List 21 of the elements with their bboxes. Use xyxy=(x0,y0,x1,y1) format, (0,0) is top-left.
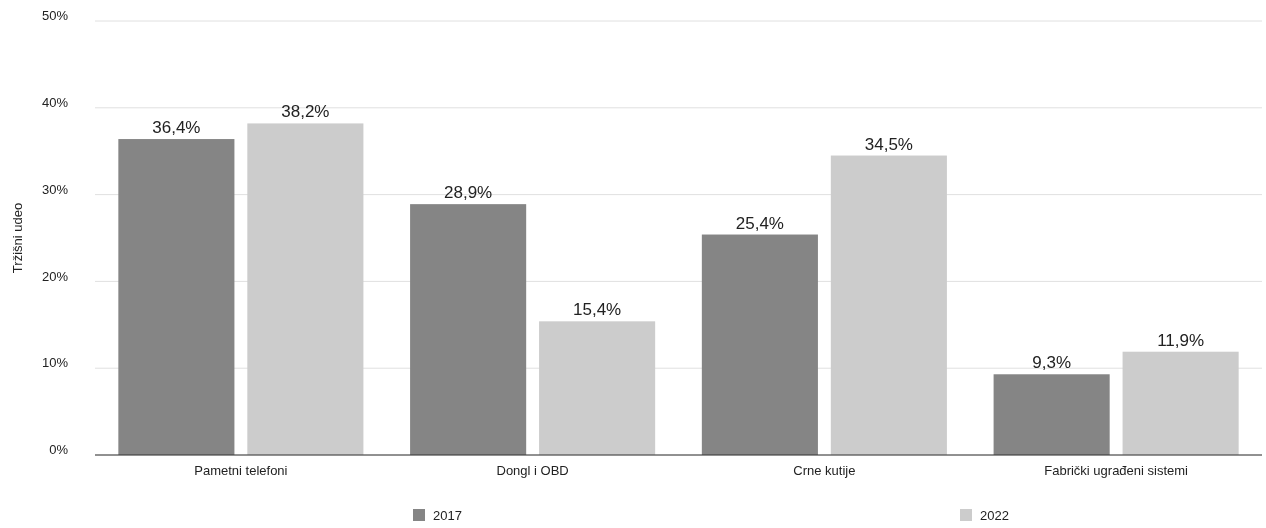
y-axis-title: Tržišni udeo xyxy=(10,202,25,274)
data-label: 25,4% xyxy=(735,213,784,233)
data-label: 11,9% xyxy=(1157,330,1205,350)
legend-label: 2017 xyxy=(433,508,462,523)
y-tick-label: 10% xyxy=(41,355,69,371)
x-tick-label: Pametni telefoni xyxy=(194,462,288,478)
data-label: 38,2% xyxy=(281,102,330,122)
data-label: 36,4% xyxy=(152,118,201,138)
data-label: 9,3% xyxy=(1032,353,1072,373)
y-tick-label: 20% xyxy=(41,268,69,284)
y-tick-label: 0% xyxy=(49,442,69,458)
x-tick-label: Fabrički ugrađeni sistemi xyxy=(1044,462,1189,478)
data-label: 28,9% xyxy=(444,183,493,203)
x-tick-label: Dongl i OBD xyxy=(496,462,569,478)
legend-label: 2022 xyxy=(980,508,1009,523)
y-tick-label: 40% xyxy=(41,95,69,110)
data-label: 15,4% xyxy=(573,300,622,320)
x-tick-label: Crne kutije xyxy=(793,462,856,478)
y-tick-label: 50% xyxy=(41,8,69,24)
y-tick-label: 30% xyxy=(41,181,69,197)
data-label: 34,5% xyxy=(864,134,913,154)
